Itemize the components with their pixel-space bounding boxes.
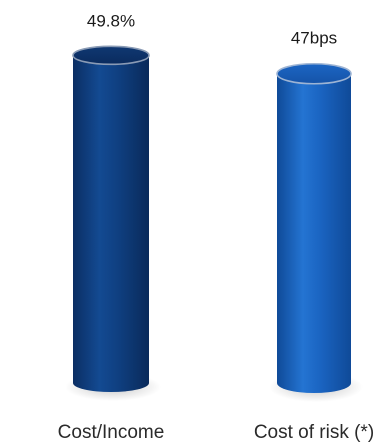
cylinder-base	[73, 374, 149, 392]
cylinder-body	[277, 73, 351, 384]
category-label-cost-income: Cost/Income	[58, 422, 165, 443]
bar-cost-income	[65, 45, 161, 401]
cylinder-top	[276, 62, 352, 85]
category-label-cost-of-risk: Cost of risk (*)	[254, 422, 374, 443]
cylinder-top	[72, 45, 150, 66]
cylinder-body	[73, 55, 149, 383]
bar-cost-of-risk	[269, 62, 363, 402]
data-label-cost-income: 49.8%	[87, 11, 135, 30]
cylinder-base	[277, 373, 351, 393]
data-label-cost-of-risk: 47bps	[291, 29, 337, 48]
